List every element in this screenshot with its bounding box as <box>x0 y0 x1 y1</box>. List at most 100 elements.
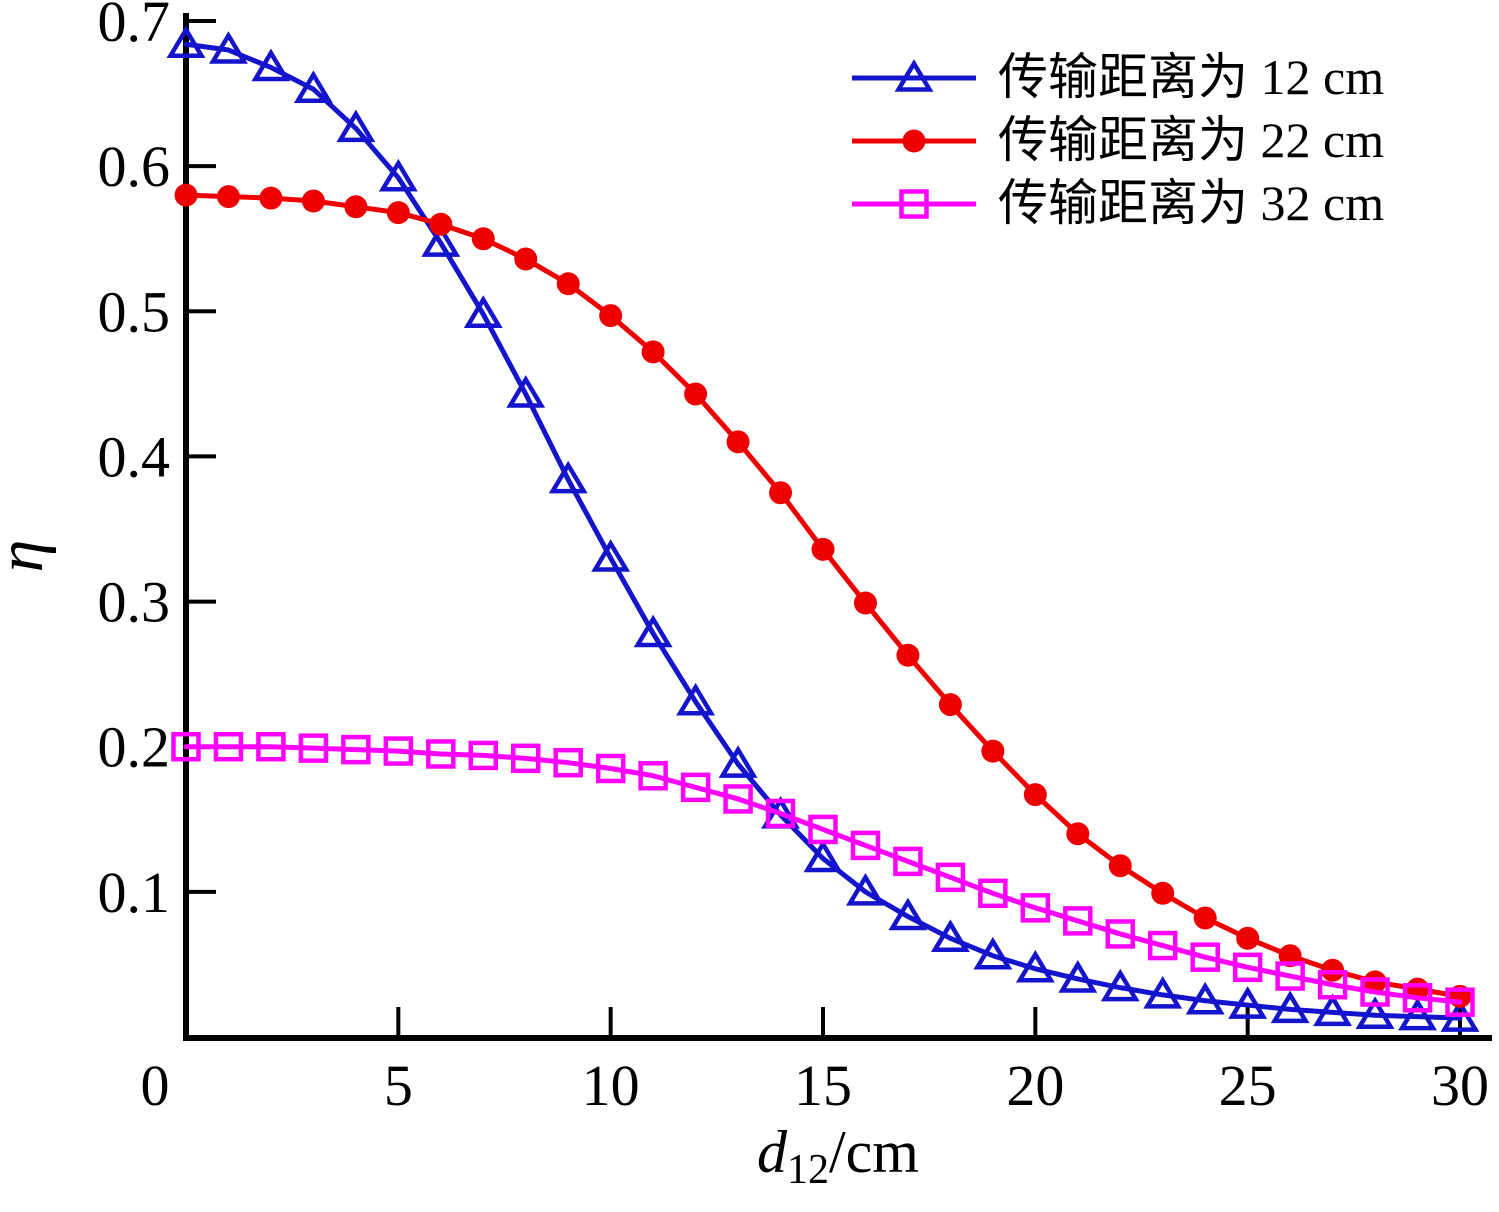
circle-marker <box>938 693 962 717</box>
circle-marker <box>684 382 708 406</box>
circle-marker <box>1363 970 1387 994</box>
legend-label: 传输距离为 12 cm <box>998 49 1385 105</box>
y-tick-label: 0.4 <box>98 424 171 489</box>
series-line <box>183 744 1463 1005</box>
y-tick-label: 0.7 <box>98 0 171 54</box>
x-tick-label: 5 <box>384 1053 413 1118</box>
triangle-marker <box>888 897 928 931</box>
legend-item: 传输距离为 22 cm <box>852 109 1384 172</box>
square-marker <box>850 830 881 861</box>
legend-item: 传输距离为 32 cm <box>852 172 1384 235</box>
square-marker <box>1063 906 1093 936</box>
circle-marker <box>769 481 793 505</box>
circle-marker <box>902 129 926 152</box>
square-marker <box>171 731 201 762</box>
triangle-marker <box>166 25 206 58</box>
square-marker <box>978 878 1008 909</box>
y-tick-label: 0.2 <box>98 715 171 780</box>
square-marker <box>808 814 838 845</box>
triangle-marker <box>1228 986 1268 1019</box>
circle-marker <box>1066 822 1090 846</box>
triangle-marker <box>846 872 885 906</box>
circle-marker <box>1023 783 1047 807</box>
square-marker <box>638 760 668 791</box>
square-marker <box>256 731 286 762</box>
triangle-marker <box>591 539 631 572</box>
triangle-marker <box>1398 997 1437 1031</box>
circle-marker <box>301 189 325 213</box>
triangle-marker <box>293 70 333 103</box>
square-marker <box>1105 919 1136 949</box>
legend-label: 传输距离为 22 cm <box>998 112 1385 168</box>
triangle-marker <box>1185 981 1225 1015</box>
x-axis-label-symbol: d <box>757 1119 787 1185</box>
square-marker <box>899 188 929 219</box>
triangle-marker <box>803 839 843 873</box>
x-axis-label-unit: /cm <box>829 1119 919 1185</box>
circle-marker <box>429 212 453 236</box>
triangle-marker <box>894 58 934 92</box>
triangle-marker <box>209 31 248 64</box>
square-marker <box>1190 942 1220 972</box>
triangle-marker <box>1355 996 1395 1029</box>
legend: 传输距离为 12 cm 传输距离为 22 cm 传输距离为 32 cm <box>852 46 1384 235</box>
square-marker <box>341 734 371 765</box>
legend-line-square-icon <box>852 188 976 219</box>
triangle-marker <box>463 295 503 328</box>
square-marker <box>1147 930 1178 961</box>
triangle-marker <box>378 158 418 192</box>
series-line <box>183 192 1463 999</box>
square-marker <box>595 753 626 784</box>
square-marker <box>1402 983 1433 1013</box>
circle-marker <box>386 201 410 225</box>
x-axis-label-subscript: 12 <box>787 1146 829 1193</box>
circle-marker <box>344 195 368 219</box>
circle-marker <box>471 227 495 251</box>
circle-marker <box>896 643 920 667</box>
triangle-marker <box>930 919 970 953</box>
circle-marker <box>641 340 665 364</box>
square-marker <box>1317 969 1348 1000</box>
circle-marker <box>599 304 623 328</box>
triangle-marker <box>676 682 716 716</box>
circle-marker <box>1108 854 1132 878</box>
triangle-marker <box>1143 976 1183 1009</box>
circle-marker <box>514 247 538 271</box>
square-marker <box>1232 952 1263 983</box>
square-marker <box>468 740 499 771</box>
square-marker <box>1020 893 1051 923</box>
legend-item: 传输距离为 12 cm <box>852 46 1384 109</box>
square-marker <box>383 736 414 766</box>
triangle-marker <box>1270 990 1310 1024</box>
series-2 <box>171 731 1475 1017</box>
triangle-marker <box>1313 993 1353 1027</box>
triangle-marker <box>548 460 588 494</box>
origin-tick-label: 0 <box>141 1053 170 1118</box>
circle-marker <box>811 537 835 561</box>
square-marker <box>553 747 583 778</box>
legend-line-circle-icon <box>852 129 976 152</box>
square-marker <box>298 733 329 763</box>
x-tick-label: 10 <box>582 1053 640 1118</box>
triangle-marker <box>251 48 291 82</box>
triangle-marker <box>1058 960 1098 993</box>
series-line <box>183 41 1463 1021</box>
legend-label: 传输距离为 32 cm <box>998 175 1385 231</box>
x-axis-label: d12/cm <box>683 1118 993 1193</box>
y-tick-label: 0.1 <box>98 860 171 925</box>
y-tick-label: 0.6 <box>98 134 171 199</box>
square-marker <box>510 743 541 774</box>
triangle-marker <box>336 109 376 143</box>
circle-marker <box>259 186 283 210</box>
circle-marker <box>853 591 877 615</box>
series-1 <box>174 183 1472 1008</box>
series-0 <box>166 25 1480 1032</box>
square-marker <box>426 739 456 769</box>
y-tick-label: 0.5 <box>98 279 171 344</box>
square-marker <box>765 798 796 829</box>
square-marker <box>723 784 753 814</box>
square-marker <box>680 772 711 803</box>
circle-marker <box>174 183 198 207</box>
x-tick-label: 15 <box>794 1053 852 1118</box>
